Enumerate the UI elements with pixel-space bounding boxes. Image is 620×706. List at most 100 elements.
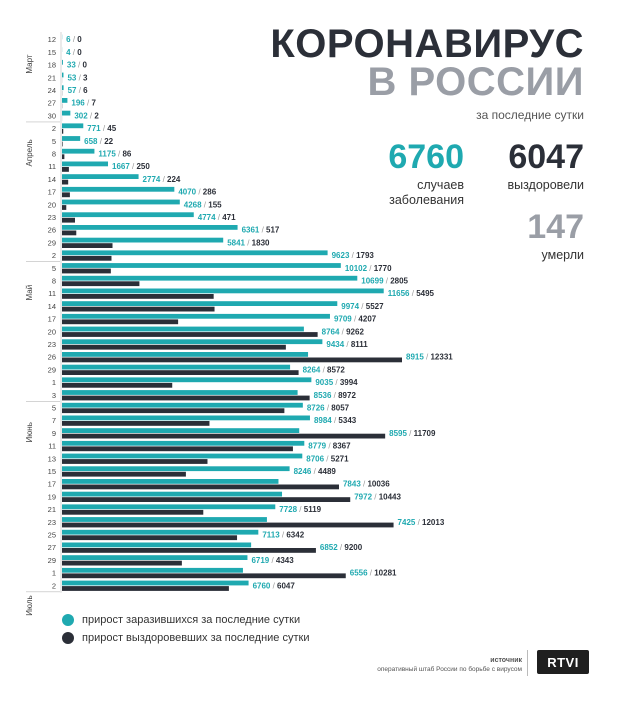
tick-label: 23 — [48, 518, 56, 527]
tick-label: 17 — [48, 315, 56, 324]
bar-cases — [62, 250, 328, 256]
bar-cases — [62, 313, 330, 319]
tick-label: 24 — [48, 86, 56, 95]
bar-recovered — [62, 281, 140, 287]
bar-recovered — [62, 128, 64, 134]
data-label: 4774 / 471 — [198, 213, 236, 222]
data-label: 4070 / 286 — [178, 188, 216, 197]
tick-label: 15 — [48, 467, 56, 476]
cases-label-1: случаев — [417, 178, 464, 192]
bar-recovered — [62, 421, 210, 426]
data-label: 658 / 22 — [84, 137, 113, 146]
data-label: 57 / 6 — [68, 86, 89, 95]
tick-label: 2 — [52, 124, 56, 133]
footer-divider — [527, 650, 528, 676]
bar-recovered — [62, 408, 285, 414]
tick-label: 11 — [48, 442, 56, 451]
data-label: 302 / 2 — [74, 111, 99, 120]
data-label: 5841 / 1830 — [227, 238, 270, 247]
data-label: 771 / 45 — [87, 124, 116, 133]
bar-recovered — [62, 306, 215, 312]
bar-recovered — [62, 319, 179, 325]
data-label: 7843 / 10036 — [343, 480, 390, 489]
bar-cases — [62, 301, 338, 306]
tick-label: 8 — [52, 150, 56, 159]
data-label: 6852 / 9200 — [320, 543, 363, 552]
data-label: 4 / 0 — [66, 48, 82, 57]
bar-cases — [62, 326, 304, 332]
bar-cases — [62, 339, 323, 345]
bar-cases — [62, 580, 249, 586]
bar-recovered — [62, 548, 316, 553]
bar-recovered — [62, 497, 351, 502]
bar-recovered — [62, 357, 402, 363]
bar-recovered — [62, 332, 318, 337]
tick-label: 14 — [48, 175, 56, 184]
bar-recovered — [62, 205, 67, 210]
bar-cases — [62, 466, 290, 472]
data-label: 33 / 0 — [67, 61, 88, 70]
tick-label: 7 — [52, 416, 56, 425]
bar-recovered — [62, 141, 63, 147]
tick-label: 20 — [48, 200, 56, 209]
tick-label: 1 — [52, 569, 56, 578]
recovered-value: 6047 — [508, 138, 584, 176]
data-label: 7972 / 10443 — [354, 492, 401, 501]
data-label: 8246 / 4489 — [294, 467, 337, 476]
legend-recovered-label: прирост выздоровевших за последние сутки — [82, 632, 310, 644]
bar-recovered — [62, 217, 75, 223]
bar-cases — [62, 263, 341, 268]
bar-recovered — [62, 484, 339, 490]
tick-label: 27 — [48, 543, 56, 552]
tick-label: 5 — [52, 264, 56, 273]
tick-label: 17 — [48, 188, 56, 197]
tick-label: 26 — [48, 353, 56, 362]
bar-cases — [62, 110, 71, 116]
data-label: 1175 / 86 — [98, 150, 131, 159]
tick-label: 5 — [52, 137, 56, 146]
cases-value: 6760 — [388, 138, 464, 176]
month-label: Март — [25, 54, 34, 73]
bar-recovered — [62, 370, 299, 375]
bar-recovered — [62, 509, 204, 515]
data-label: 6361 / 517 — [242, 226, 280, 235]
bar-cases — [62, 555, 248, 560]
deaths-label: умерли — [541, 248, 584, 262]
bar-cases — [62, 225, 238, 230]
bar-recovered — [62, 382, 173, 388]
bar-cases — [62, 123, 84, 129]
data-label: 8726 / 8057 — [307, 404, 350, 413]
bar-cases — [62, 440, 305, 446]
bar-cases — [62, 542, 252, 548]
tick-label: 25 — [48, 531, 56, 540]
data-label: 11656 / 5495 — [388, 289, 435, 298]
deaths-value: 147 — [527, 208, 584, 246]
bar-recovered — [62, 522, 394, 528]
bar-recovered — [62, 471, 186, 477]
bar-recovered — [62, 344, 286, 350]
tick-label: 29 — [48, 556, 56, 565]
tick-label: 5 — [52, 404, 56, 413]
bar-recovered — [62, 179, 69, 185]
tick-label: 29 — [48, 365, 56, 374]
tick-label: 23 — [48, 340, 56, 349]
bar-cases — [62, 364, 291, 370]
data-label: 6719 / 4343 — [251, 556, 294, 565]
bar-cases — [62, 212, 194, 218]
tick-label: 14 — [48, 302, 56, 311]
tick-label: 29 — [48, 238, 56, 247]
bar-cases — [62, 377, 312, 383]
data-label: 2774 / 224 — [143, 175, 181, 184]
bar-recovered — [62, 243, 113, 248]
bar-cases — [62, 567, 243, 573]
bar-recovered — [62, 255, 112, 261]
bar-recovered — [62, 560, 182, 566]
source-label: источник — [490, 657, 522, 664]
data-label: 8706 / 5271 — [306, 454, 349, 463]
data-label: 53 / 3 — [67, 73, 88, 82]
bar-cases — [62, 453, 303, 459]
data-label: 10699 / 2805 — [361, 277, 408, 286]
bar-cases — [62, 199, 180, 205]
legend-recovered: прирост выздоровевших за последние сутки — [62, 632, 309, 644]
bar-cases — [62, 352, 309, 357]
